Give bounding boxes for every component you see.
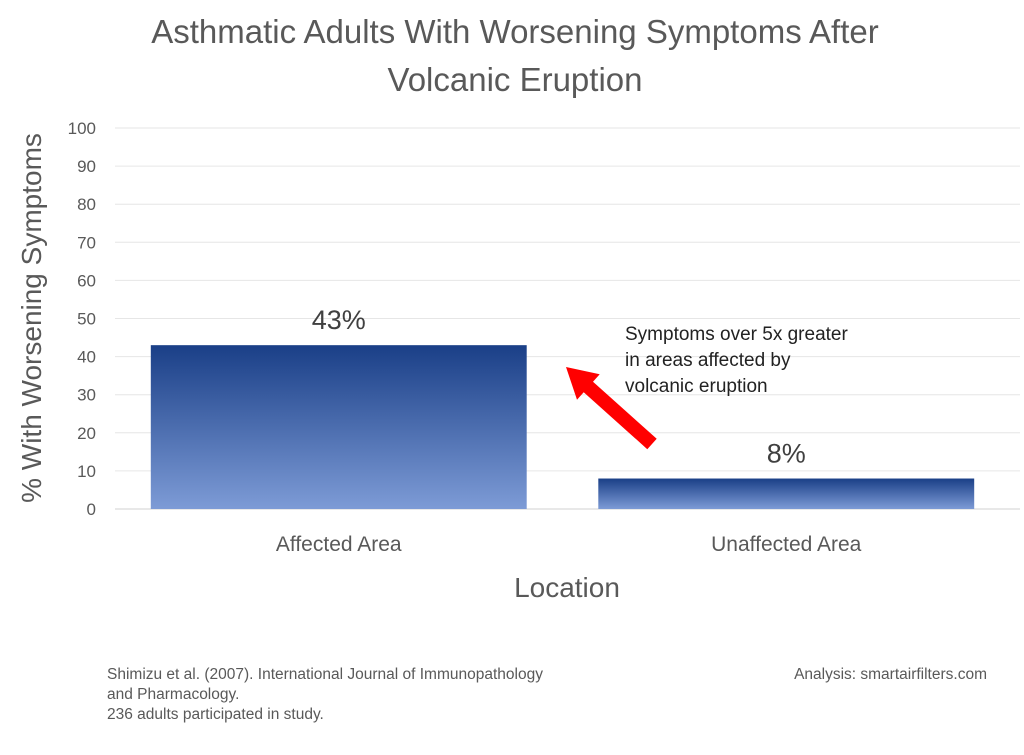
x-axis-title: Location bbox=[514, 572, 620, 603]
source-line: and Pharmacology. bbox=[107, 686, 240, 703]
annotation-text-line: volcanic eruption bbox=[625, 376, 768, 397]
y-tick-label: 40 bbox=[77, 348, 96, 367]
y-tick-label: 20 bbox=[77, 424, 96, 443]
y-tick-label: 10 bbox=[77, 462, 96, 481]
data-label: 8% bbox=[767, 439, 806, 469]
y-tick-label: 100 bbox=[68, 119, 96, 138]
chart-title-line: Asthmatic Adults With Worsening Symptoms… bbox=[151, 13, 878, 50]
y-axis-title: % With Worsening Symptoms bbox=[16, 133, 47, 503]
y-tick-label: 60 bbox=[77, 271, 96, 290]
annotation-text-line: Symptoms over 5x greater bbox=[625, 324, 848, 345]
y-tick-label: 0 bbox=[87, 500, 96, 519]
bar bbox=[150, 345, 527, 509]
data-label: 43% bbox=[312, 305, 366, 335]
bar-chart: Asthmatic Adults With Worsening Symptoms… bbox=[16, 13, 1020, 603]
y-tick-label: 90 bbox=[77, 157, 96, 176]
y-tick-label: 80 bbox=[77, 195, 96, 214]
category-label: Affected Area bbox=[276, 533, 402, 556]
y-tick-label: 70 bbox=[77, 233, 96, 252]
annotation: Symptoms over 5x greater in areas affecte… bbox=[566, 324, 848, 450]
source-note: Shimizu et al. (2007). International Jou… bbox=[107, 665, 647, 725]
chart-title-line: Volcanic Eruption bbox=[388, 61, 643, 98]
category-label: Unaffected Area bbox=[711, 533, 862, 556]
source-line: Shimizu et al. (2007). International Jou… bbox=[107, 666, 543, 683]
bar bbox=[598, 478, 975, 509]
analysis-text: Analysis: smartairfilters.com bbox=[794, 666, 987, 683]
y-tick-label: 30 bbox=[77, 386, 96, 405]
participants-note: 236 adults participated in study. bbox=[107, 706, 324, 723]
analysis-credit: Analysis: smartairfilters.com bbox=[794, 665, 987, 685]
y-tick-label: 50 bbox=[77, 310, 96, 329]
annotation-arrow bbox=[566, 367, 657, 450]
annotation-text-line: in areas affected by bbox=[625, 350, 791, 371]
